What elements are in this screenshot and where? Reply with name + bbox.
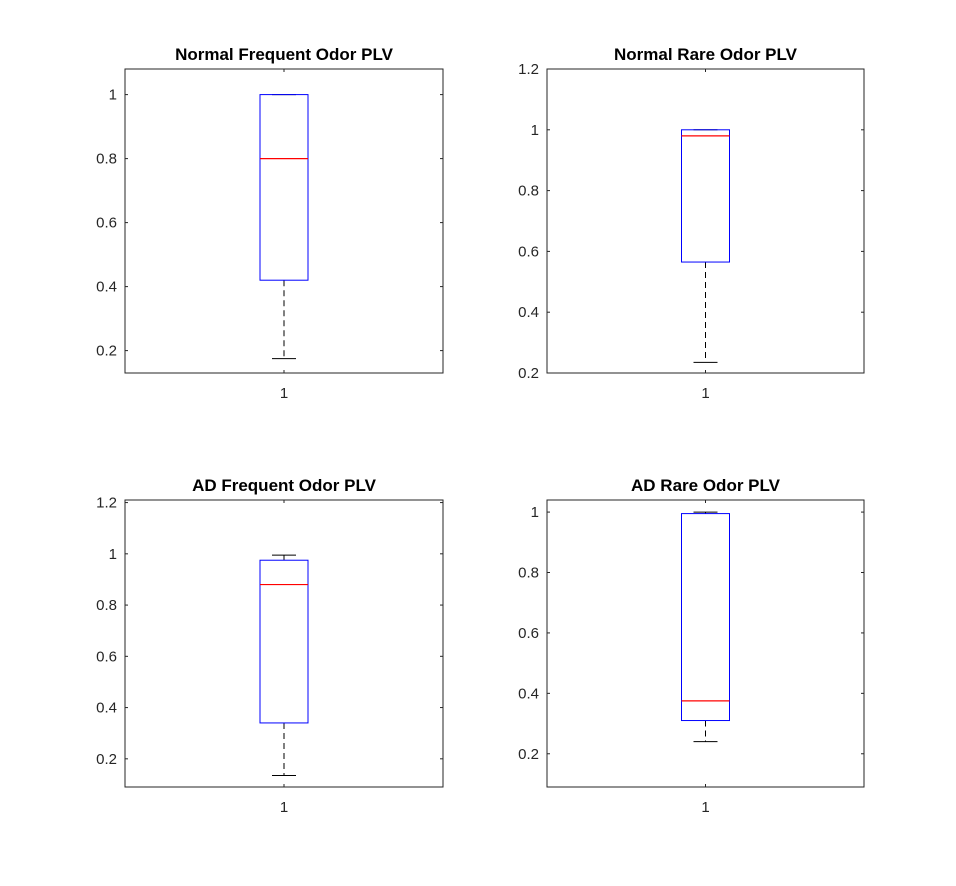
y-tick-label: 0.8 [96,597,117,614]
y-tick-label: 1.2 [518,61,539,78]
iqr-box [681,129,730,263]
x-tick-label: 1 [280,385,288,402]
y-tick-label: 0.6 [518,243,539,260]
y-tick-label: 0.2 [96,751,117,768]
chart-title: AD Frequent Odor PLV [192,476,377,495]
chart-panel-2: Normal Rare Odor PLV 0.2 0.4 0.6 0.8 1 1.2 1 [518,45,865,402]
y-tick-label: 1 [531,504,539,521]
iqr-box [259,94,309,281]
chart-title: Normal Frequent Odor PLV [175,45,394,64]
x-tick-label: 1 [701,799,709,816]
axes-frame [546,499,865,788]
y-tick-label: 0.4 [96,279,117,296]
chart-panel-4: AD Rare Odor PLV 0.2 0.4 0.6 0.8 1 1 [518,476,865,816]
y-tick-label: 0.2 [518,365,539,382]
y-tick-label: 0.4 [518,304,539,321]
y-tick-label: 0.8 [96,151,117,168]
x-tick-label: 1 [280,799,288,816]
y-tick-label: 1.2 [96,495,117,512]
y-tick-label: 0.6 [96,648,117,665]
axes-frame [124,68,444,374]
iqr-box [259,559,309,724]
axes-frame [124,499,444,788]
chart-panel-3: AD Frequent Odor PLV 0.2 0.4 0.6 0.8 1 1.2 1 [96,476,444,816]
y-tick-label: 0.4 [518,685,539,702]
y-tick-label: 0.4 [96,700,117,717]
y-tick-label: 0.6 [518,625,539,642]
chart-title: AD Rare Odor PLV [631,476,781,495]
y-tick-label: 1 [109,546,117,563]
y-tick-label: 0.8 [518,183,539,200]
chart-title: Normal Rare Odor PLV [614,45,798,64]
y-tick-label: 0.2 [518,746,539,763]
y-tick-label: 1 [109,87,117,104]
y-tick-label: 1 [531,122,539,139]
chart-panel-1: Normal Frequent Odor PLV 0.2 0.4 0.6 0.8 1 1 [96,45,444,402]
y-tick-label: 0.2 [96,343,117,360]
y-tick-label: 0.8 [518,565,539,582]
y-tick-label: 0.6 [96,215,117,232]
iqr-box [681,513,730,722]
x-tick-label: 1 [701,385,709,402]
